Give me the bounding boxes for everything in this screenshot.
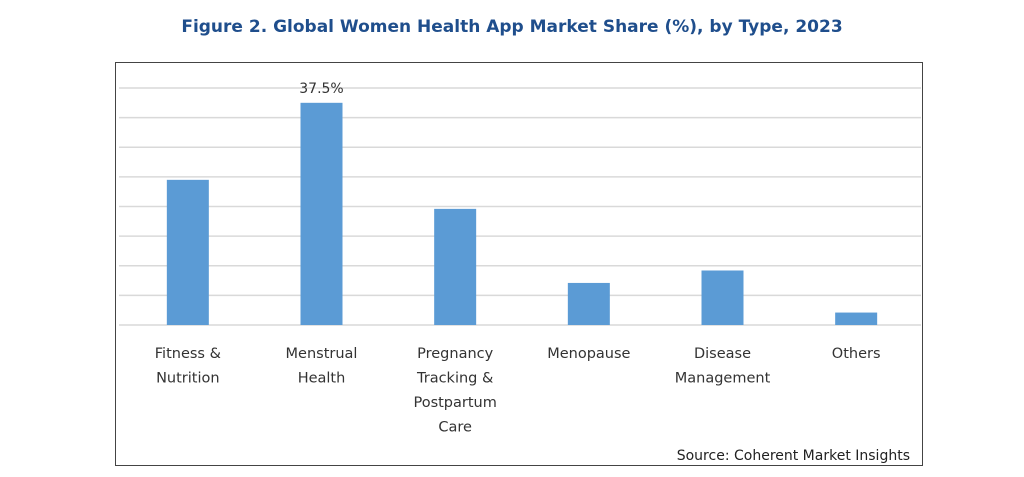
category-label: Menopause xyxy=(547,346,630,362)
category-label: Menstrual xyxy=(286,346,358,362)
category-label: Disease xyxy=(694,346,751,362)
bar xyxy=(166,179,209,325)
bar xyxy=(567,282,610,325)
category-label: Health xyxy=(298,371,346,387)
category-label: Care xyxy=(438,420,472,436)
category-label: Fitness & xyxy=(155,346,221,362)
bar xyxy=(434,208,477,325)
data-label: 37.5% xyxy=(299,81,343,97)
chart-frame xyxy=(115,62,923,466)
category-label: Management xyxy=(675,371,771,387)
category-label: Tracking & xyxy=(416,371,493,387)
chart-title: Figure 2. Global Women Health App Market… xyxy=(181,17,843,37)
category-label: Postpartum xyxy=(413,395,496,411)
category-label: Pregnancy xyxy=(417,346,493,362)
bar xyxy=(300,102,343,325)
source-note: Source: Coherent Market Insights xyxy=(676,448,910,464)
category-label: Others xyxy=(832,346,881,362)
category-label: Nutrition xyxy=(156,371,220,387)
bar xyxy=(701,270,744,325)
bar xyxy=(835,312,878,325)
